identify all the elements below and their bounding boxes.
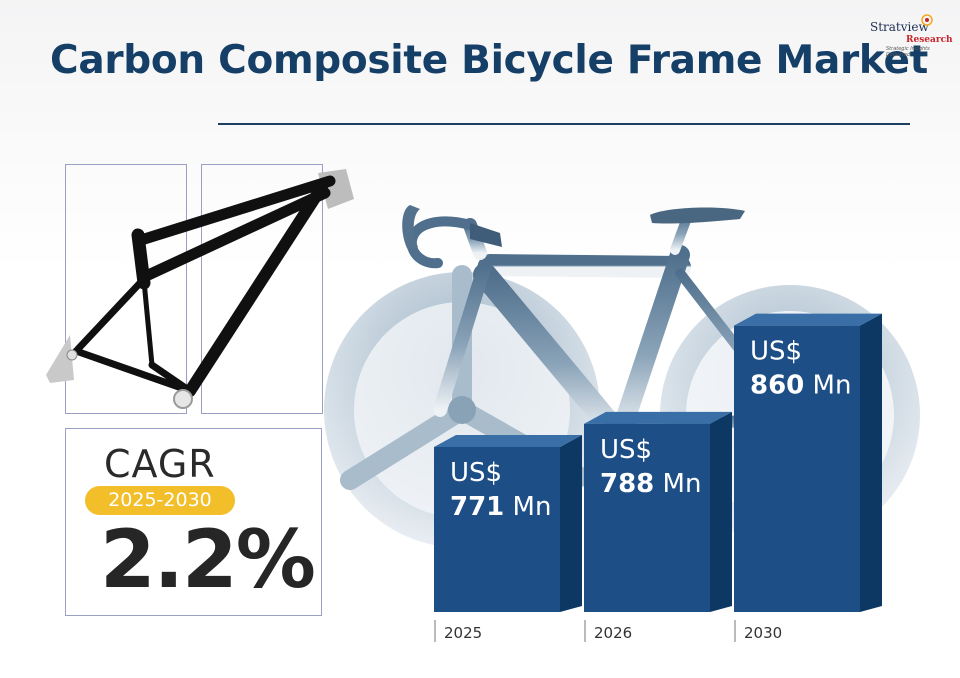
logo-name-line1: Stratview (870, 20, 929, 34)
cagr-value: 2.2% (100, 513, 316, 606)
bar-currency-label-2025: US$ (450, 458, 502, 488)
bar-side-2025 (560, 435, 582, 612)
bar-2026 (584, 423, 710, 612)
bar-2030 (734, 325, 860, 612)
year-label-2026: 2026 (594, 624, 632, 642)
bar-value-label-2030: 860 Mn (750, 371, 851, 401)
bar-currency-label-2026: US$ (600, 435, 652, 465)
bar-unit-label-2026: Mn (654, 469, 701, 499)
logo-name-line2: Research (906, 35, 953, 45)
frame-photo-box-right (201, 164, 323, 414)
title-underline (218, 123, 910, 125)
bar-value-label-2025: 771 Mn (450, 492, 551, 522)
bar-side-2026 (710, 411, 732, 612)
bar-value-label-2026: 788 Mn (600, 469, 701, 499)
bar-currency-label-2030: US$ (750, 337, 802, 367)
bar-side-2030 (860, 313, 882, 612)
market-size-bar-chart: US$ 771 Mn 2025 US$ 788 Mn 2026 US$ 860 Mn 2030 (434, 313, 882, 642)
stratview-logo: Stratview Research Strategic Insights De… (860, 14, 953, 58)
cagr-panel (65, 428, 322, 616)
year-label-2030: 2030 (744, 624, 782, 642)
frame-photo-box-left (65, 164, 187, 414)
logo-target-icon (921, 14, 933, 26)
cagr-period-badge: 2025-2030 (85, 486, 235, 515)
logo-tagline: Strategic Insights Delivered (886, 46, 930, 58)
bar-unit-label-2030: Mn (804, 371, 851, 401)
bar-top-2025 (434, 435, 582, 447)
bar-top-2030 (734, 313, 882, 326)
cagr-label: CAGR (104, 442, 216, 486)
year-label-2025: 2025 (444, 624, 482, 642)
bar-unit-label-2025: Mn (504, 492, 551, 522)
bar-2025 (434, 447, 560, 612)
bar-top-2026 (584, 411, 732, 424)
bicycle-frame-image (46, 169, 354, 409)
page-title: Carbon Composite Bicycle Frame Market (50, 38, 928, 83)
